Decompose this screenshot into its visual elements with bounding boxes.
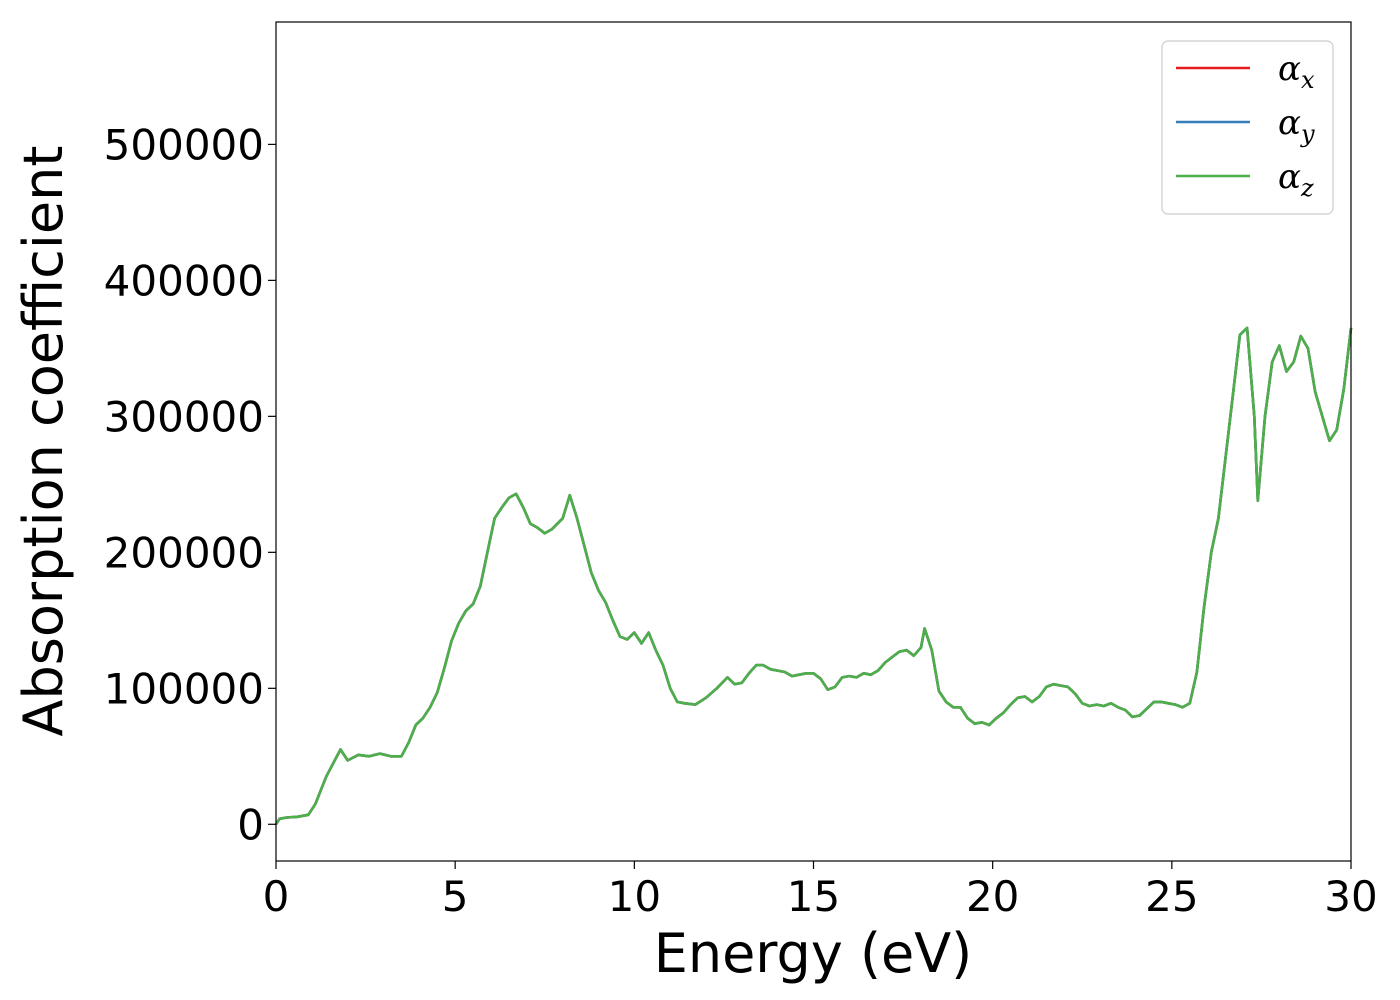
x-tick-label: 25 <box>1145 872 1198 921</box>
x-axis-title: Energy (eV) <box>654 922 973 985</box>
x-tick-label: 15 <box>787 872 840 921</box>
x-tick-label: 5 <box>442 872 469 921</box>
y-tick-label: 400000 <box>104 256 264 305</box>
x-tick-label: 20 <box>966 872 1019 921</box>
legend-box <box>1161 40 1334 215</box>
series-line-z <box>274 326 1353 826</box>
y-tick-label: 200000 <box>104 528 264 577</box>
y-axis: 0 100000 200000 300000 400000 500000 <box>104 120 276 849</box>
y-axis-title: Absorption coefficient <box>12 146 75 737</box>
y-tick-label: 500000 <box>104 120 264 169</box>
y-tick-label: 300000 <box>104 392 264 441</box>
x-tick-label: 10 <box>608 872 661 921</box>
y-tick-label: 0 <box>237 800 264 849</box>
x-axis: 0 5 10 15 20 25 30 <box>263 861 1378 921</box>
legend-label-z: αz <box>1278 157 1314 202</box>
series-line-y <box>274 326 1353 826</box>
series-layer <box>274 326 1353 826</box>
x-tick-label: 30 <box>1324 872 1377 921</box>
series-line-x <box>274 326 1353 826</box>
x-tick-label: 0 <box>263 872 290 921</box>
y-tick-label: 100000 <box>104 664 264 713</box>
